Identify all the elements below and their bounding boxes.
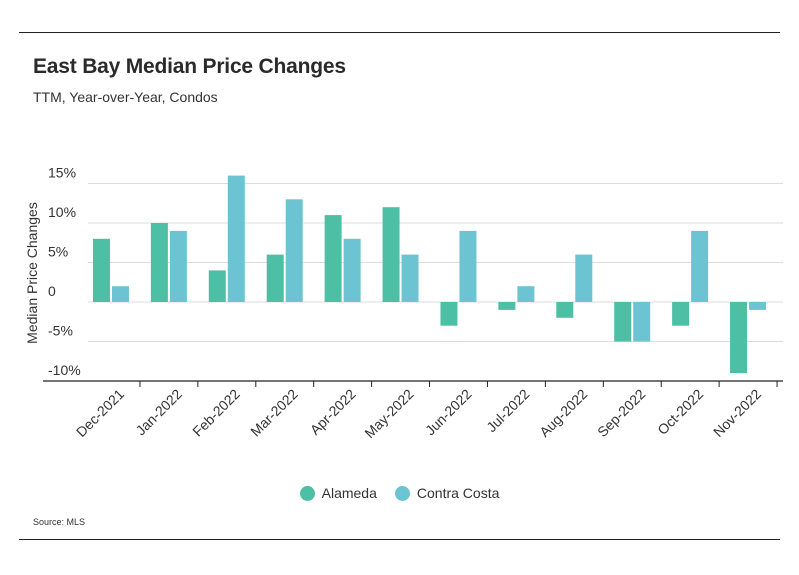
y-tick-label-pct-10: 10%	[48, 204, 76, 220]
bar-alameda-jun-2022	[440, 302, 458, 326]
x-tick-label-jan-2022: Jan-2022	[132, 386, 185, 439]
bar-alameda-jul-2022	[498, 302, 516, 310]
bar-alameda-nov-2022	[730, 302, 748, 374]
y-tick-label-neg-10: -10%	[48, 362, 81, 378]
bar-alameda-dec-2021	[92, 238, 110, 302]
top-rule	[19, 32, 780, 33]
legend-item-alameda: Alameda	[299, 485, 377, 501]
bar-contra-costa-jun-2022	[459, 230, 477, 302]
x-tick-label-jun-2022: Jun-2022	[422, 386, 475, 439]
bar-contra-costa-oct-2022	[691, 230, 709, 302]
bar-contra-costa-dec-2021	[111, 286, 129, 302]
legend-swatch-contra-costa	[394, 485, 410, 501]
bar-contra-costa-may-2022	[401, 254, 419, 302]
legend-label-contra-costa: Contra Costa	[416, 485, 500, 501]
bar-alameda-jan-2022	[150, 223, 168, 302]
legend-item-contra-costa: Contra Costa	[394, 485, 500, 501]
y-axis-title: Median Price Changes	[24, 202, 40, 344]
x-tick-label-jul-2022: Jul-2022	[483, 386, 532, 435]
y-tick-label-neg-5: -5%	[48, 323, 73, 339]
bar-alameda-sep-2022	[614, 302, 632, 342]
bar-contra-costa-sep-2022	[633, 302, 651, 342]
bar-contra-costa-aug-2022	[575, 254, 593, 302]
bottom-rule	[19, 539, 780, 540]
bar-alameda-feb-2022	[208, 270, 226, 302]
x-tick-label-may-2022: May-2022	[361, 386, 416, 441]
bar-chart: 15% 10% 5% 0 -5% -10% Median Price Changes Dec-…	[24, 165, 783, 441]
bar-contra-costa-apr-2022	[343, 238, 361, 302]
x-tick-label-nov-2022: Nov-2022	[710, 386, 764, 440]
bar-alameda-may-2022	[382, 207, 400, 302]
bar-alameda-aug-2022	[556, 302, 574, 318]
y-tick-label-zero: 0	[48, 283, 56, 299]
chart-title: East Bay Median Price Changes	[33, 55, 346, 78]
x-tick-label-sep-2022: Sep-2022	[594, 386, 648, 440]
bar-alameda-apr-2022	[324, 215, 342, 302]
bar-alameda-oct-2022	[672, 302, 690, 326]
x-tick-label-aug-2022: Aug-2022	[536, 386, 590, 440]
bar-alameda-mar-2022	[266, 254, 284, 302]
x-tick-label-oct-2022: Oct-2022	[654, 386, 706, 438]
y-tick-label-pct-5: 5%	[48, 244, 68, 260]
bar-contra-costa-nov-2022	[749, 302, 767, 310]
x-tick-label-mar-2022: Mar-2022	[247, 386, 301, 440]
bar-contra-costa-mar-2022	[285, 199, 303, 302]
bar-contra-costa-jan-2022	[169, 230, 187, 302]
legend-label-alameda: Alameda	[321, 485, 377, 501]
x-tick-label-apr-2022: Apr-2022	[307, 386, 359, 438]
bar-contra-costa-jul-2022	[517, 286, 535, 302]
x-tick-label-feb-2022: Feb-2022	[189, 386, 243, 440]
x-tick-label-dec-2021: Dec-2021	[73, 386, 127, 440]
legend: Alameda Contra Costa	[0, 485, 799, 501]
chart-subtitle: TTM, Year-over-Year, Condos	[33, 89, 218, 105]
y-tick-label-pct-15: 15%	[48, 165, 76, 181]
legend-swatch-alameda	[299, 485, 315, 501]
bar-contra-costa-feb-2022	[227, 175, 245, 302]
source-note: Source: MLS	[33, 517, 86, 527]
